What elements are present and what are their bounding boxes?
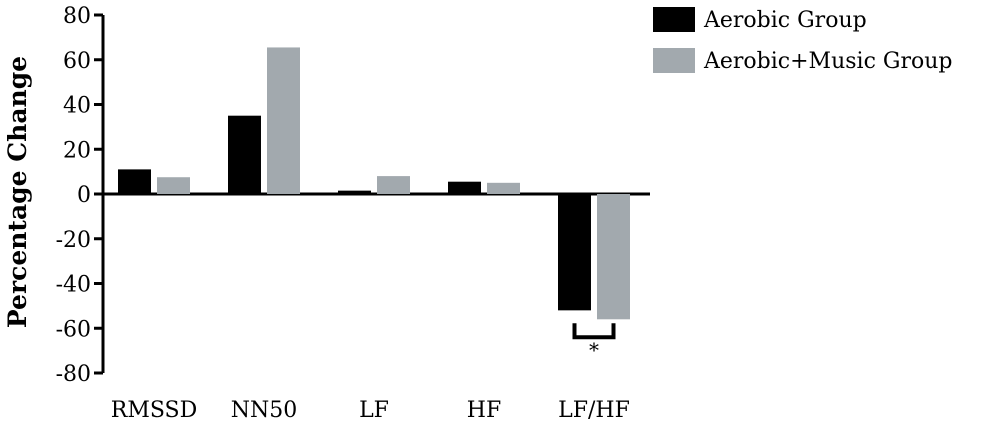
bar [338,190,371,194]
bar [448,181,481,194]
significance-bracket [572,323,616,340]
legend-label: Aerobic+Music Group [703,49,952,74]
bar [597,194,630,320]
bars [118,47,630,320]
bar [487,182,520,194]
category-label: RMSSD [111,398,198,423]
category-label: NN50 [231,398,298,423]
category-label: HF [467,398,501,423]
y-tick-label: 40 [63,94,91,119]
category-labels: RMSSD NN50 LF HF LF/HF [111,398,630,423]
category-label: LF [359,398,389,423]
y-tick-label: 80 [63,4,91,29]
y-axis-label: Percentage Change [3,56,32,328]
bar [558,194,591,311]
y-tick-label: -80 [56,362,91,387]
y-tick-label: -60 [56,317,91,342]
legend: Aerobic Group Aerobic+Music Group [653,7,952,74]
category-label: LF/HF [558,398,630,423]
bar [377,176,410,194]
y-tick-label: 60 [63,49,91,74]
y-tick-label: -20 [56,228,91,253]
bar [228,115,261,194]
bar [157,177,190,194]
y-tick-label: 0 [77,183,91,208]
bar [267,47,300,194]
legend-swatch [653,48,695,73]
significance-marker: * [589,338,599,362]
y-axis-ticks: 80 60 40 20 0 -20 -40 -60 -80 [56,4,103,387]
legend-swatch [653,7,695,32]
y-tick-label: -40 [56,273,91,298]
bar [118,169,151,194]
y-tick-label: 20 [63,138,91,163]
legend-label: Aerobic Group [703,8,867,33]
significance-annotation: * [572,323,616,362]
